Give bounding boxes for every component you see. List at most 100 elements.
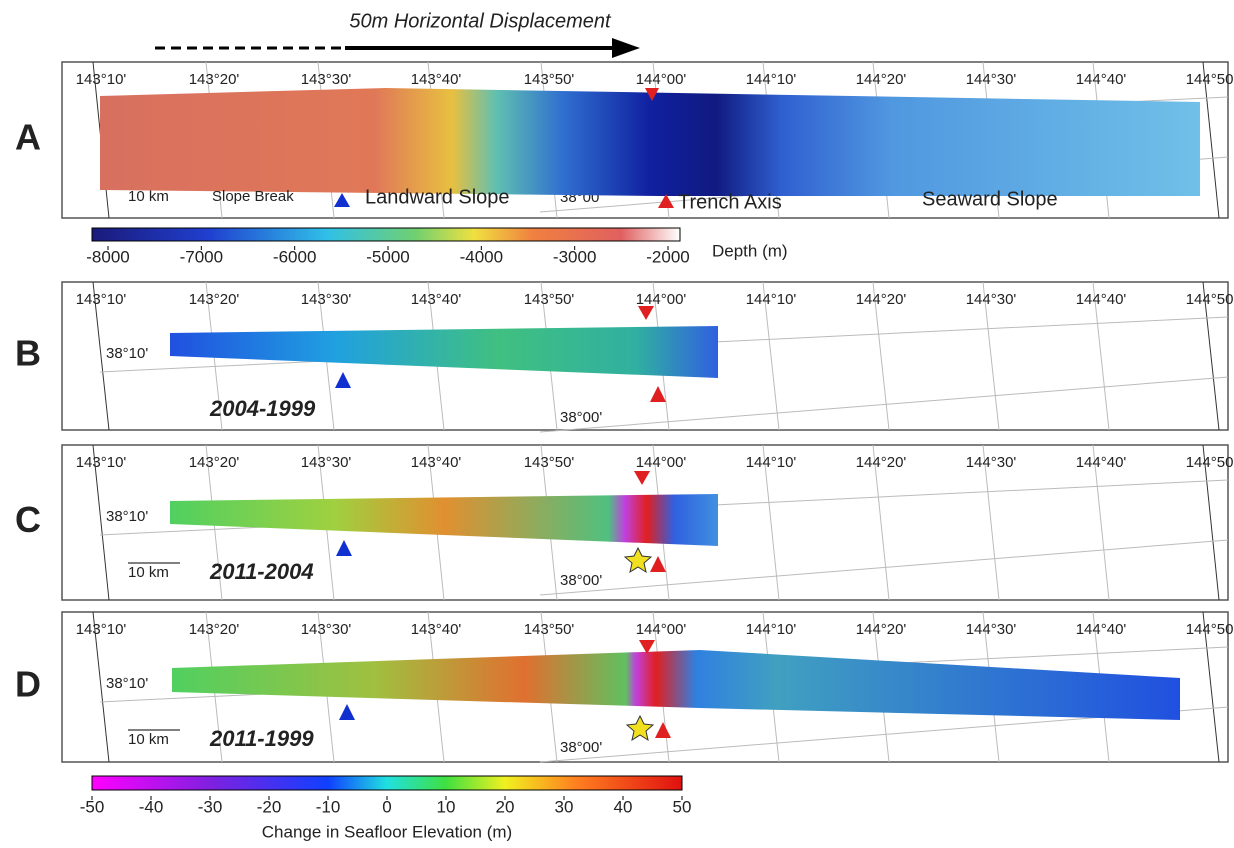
longitude-label: 143°30' [301, 621, 352, 638]
colorbar-tick-label: -50 [80, 797, 105, 816]
meridian [1202, 611, 1220, 763]
meridian [1092, 444, 1110, 601]
change-colorbar [91, 775, 683, 791]
meridian [1202, 281, 1220, 431]
latitude-label: 38°10' [106, 345, 148, 362]
annotation: Slope Break [212, 188, 294, 205]
change-swath [170, 494, 718, 546]
meridian [762, 281, 780, 431]
meridian [762, 444, 780, 601]
longitude-label: 143°30' [301, 454, 352, 471]
colorbar-tick-label: -8000 [86, 247, 129, 266]
parallel [539, 376, 1229, 433]
longitude-label: 144°50' [1186, 291, 1234, 308]
colorbar-tick-label: 30 [555, 797, 574, 816]
panel-letter: C [15, 499, 41, 540]
longitude-label: 143°10' [76, 621, 127, 638]
scale-label: 10 km [128, 731, 169, 748]
meridian [872, 281, 890, 431]
colorbar-tick-label: 0 [382, 797, 391, 816]
longitude-label: 144°20' [856, 621, 907, 638]
longitude-label: 143°50' [524, 454, 575, 471]
panel-frame [61, 444, 1229, 601]
colorbar-label: Depth (m) [712, 241, 788, 260]
longitude-label: 143°30' [301, 291, 352, 308]
annotation: Seaward Slope [922, 188, 1058, 210]
longitude-label: 144°40' [1076, 454, 1127, 471]
longitude-label: 144°00' [636, 621, 687, 638]
longitude-label: 144°20' [856, 71, 907, 88]
colorbar-tick-label: 10 [437, 797, 456, 816]
meridian [982, 281, 1000, 431]
meridian [92, 281, 110, 431]
panel-letter: D [15, 664, 41, 705]
longitude-label: 144°40' [1076, 71, 1127, 88]
panels: A 143°10' 143°20' 143°30' 143°40' 143°50' 144°… [15, 61, 1234, 763]
longitude-label: 144°00' [636, 454, 687, 471]
colorbar-tick-label: -40 [139, 797, 164, 816]
colorbar-tick-label: 20 [496, 797, 515, 816]
longitude-label: 143°10' [76, 454, 127, 471]
colorbar-tick-label: -30 [198, 797, 223, 816]
longitude-label: 144°20' [856, 291, 907, 308]
annotation: Trench Axis [678, 191, 782, 213]
panel-letter: A [15, 117, 41, 158]
colorbar-tick-label: -20 [257, 797, 282, 816]
period-label: 2004-1999 [209, 396, 316, 421]
colorbar-tick-label: -4000 [460, 247, 503, 266]
meridian [92, 444, 110, 601]
colorbar-tick-label: -10 [316, 797, 341, 816]
meridian [1202, 444, 1220, 601]
longitude-label: 143°20' [189, 454, 240, 471]
colorbar-tick-label: 40 [614, 797, 633, 816]
longitude-label: 143°10' [76, 291, 127, 308]
longitude-label: 144°00' [636, 291, 687, 308]
longitude-label: 144°30' [966, 454, 1017, 471]
annotation: Landward Slope [365, 186, 510, 208]
longitude-label: 143°40' [411, 291, 462, 308]
meridian [1092, 281, 1110, 431]
scale-label: 10 km [128, 188, 169, 205]
longitude-label: 144°30' [966, 621, 1017, 638]
longitude-label: 144°20' [856, 454, 907, 471]
colorbar-tick-label: -6000 [273, 247, 316, 266]
longitude-label: 143°10' [76, 71, 127, 88]
longitude-label: 143°20' [189, 621, 240, 638]
longitude-label: 144°50' [1186, 71, 1234, 88]
period-label: 2011-1999 [209, 726, 314, 751]
latitude-label: 38°10' [106, 675, 148, 692]
colorbar-tick-label: -2000 [646, 247, 689, 266]
longitude-label: 144°50' [1186, 621, 1234, 638]
bathymetry-swath [100, 88, 1200, 196]
longitude-label: 143°50' [524, 71, 575, 88]
longitude-label: 143°30' [301, 71, 352, 88]
panel-frame [61, 611, 1229, 763]
longitude-label: 144°30' [966, 291, 1017, 308]
colorbar-tick-label: -5000 [366, 247, 409, 266]
longitude-label: 143°20' [189, 291, 240, 308]
meridian [982, 444, 1000, 601]
longitude-label: 143°40' [411, 621, 462, 638]
colorbar-tick-label: -3000 [553, 247, 596, 266]
latitude-label: 38°00' [560, 572, 602, 589]
colorbar-tick-label: 50 [673, 797, 692, 816]
latitude-label: 38°00' [560, 739, 602, 756]
longitude-label: 144°00' [636, 71, 687, 88]
longitude-label: 144°40' [1076, 291, 1127, 308]
colorbar-tick-label: -7000 [180, 247, 223, 266]
longitude-label: 143°40' [411, 71, 462, 88]
longitude-label: 144°10' [746, 454, 797, 471]
meridian [872, 444, 890, 601]
longitude-label: 143°50' [524, 621, 575, 638]
scale-label: 10 km [128, 564, 169, 581]
change-swath [172, 650, 1180, 720]
period-label: 2011-2004 [209, 559, 314, 584]
parallel [539, 539, 1229, 596]
meridian [92, 611, 110, 763]
longitude-label: 144°10' [746, 71, 797, 88]
panel-letter: B [15, 333, 41, 374]
arrow-head [612, 38, 640, 58]
longitude-label: 144°50' [1186, 454, 1234, 471]
longitude-label: 144°10' [746, 291, 797, 308]
